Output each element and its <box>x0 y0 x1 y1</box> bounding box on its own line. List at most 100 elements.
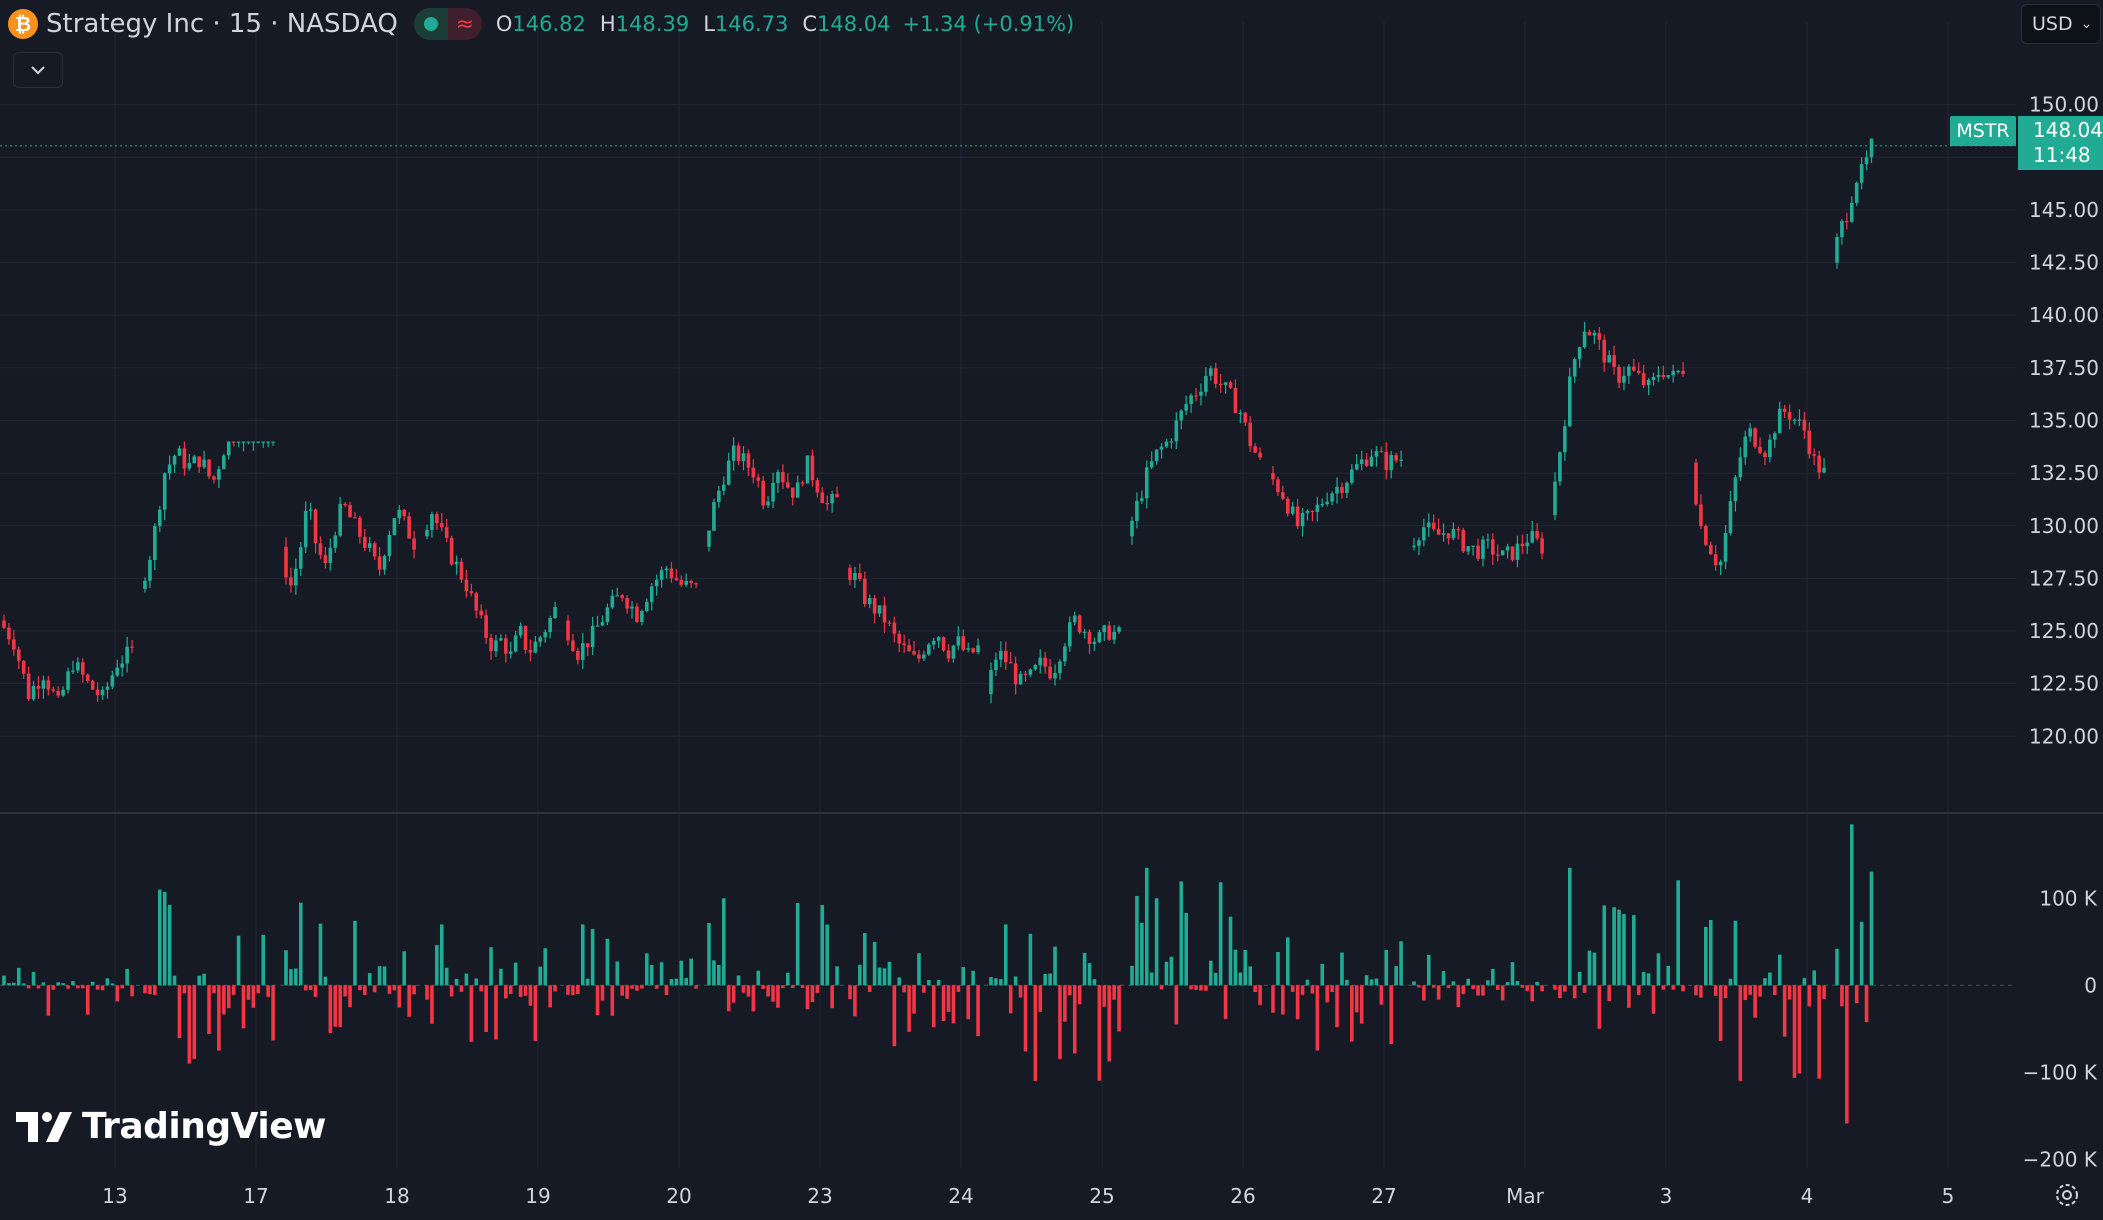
price-candle <box>231 441 236 447</box>
candle-body <box>1694 462 1698 505</box>
candle-body <box>377 556 382 570</box>
candle-body <box>1097 632 1102 642</box>
settings-gear-icon[interactable] <box>2052 1180 2082 1210</box>
candle-body <box>1656 375 1661 377</box>
volume-bar <box>1840 985 1844 1007</box>
time-tick-label: 4 <box>1801 1184 1814 1208</box>
price-candle <box>1340 482 1344 499</box>
price-candle <box>989 662 993 704</box>
volume-bar <box>1782 985 1787 1037</box>
time-axis[interactable]: 13 17 18 19 20 23 24 25 26 27 Mar 3 4 5 <box>102 1184 1954 1208</box>
volume-bar <box>605 938 610 986</box>
price-candle <box>1510 546 1515 562</box>
volume-bar <box>1748 985 1752 995</box>
candle-body <box>479 610 483 616</box>
collapse-legend-button[interactable] <box>13 52 63 88</box>
candle-body <box>303 510 308 548</box>
candle-body <box>1587 331 1592 336</box>
volume-bar <box>761 985 765 989</box>
bitcoin-logo-icon[interactable]: ₿ <box>8 9 38 39</box>
price-candle <box>1048 658 1052 681</box>
candle-body <box>1063 646 1067 662</box>
candle-body <box>1112 631 1116 640</box>
volume-bar <box>328 985 333 1034</box>
price-candle <box>358 515 362 544</box>
candle-body <box>1481 539 1485 559</box>
price-candle <box>167 455 172 480</box>
volume-bar <box>654 985 659 989</box>
candle-body <box>1446 533 1451 539</box>
candle-body <box>897 633 902 644</box>
candle-body <box>1169 441 1174 443</box>
candle-body <box>941 637 946 651</box>
volume-bar <box>741 985 746 993</box>
ticker-price-tag: MSTR <box>1950 116 2016 146</box>
price-candle <box>872 594 877 624</box>
close-value: 148.04 <box>817 12 891 36</box>
price-candle <box>689 579 693 588</box>
symbol-title[interactable]: Strategy Inc · 15 · NASDAQ <box>46 9 398 39</box>
candle-body <box>659 570 664 580</box>
candle-body <box>513 635 518 652</box>
volume-bar <box>1038 985 1043 1012</box>
candle-body <box>1612 355 1616 367</box>
candle-body <box>318 543 323 556</box>
wave-icon[interactable]: ≈ <box>447 8 482 40</box>
price-candle <box>1812 448 1817 466</box>
volume-bar <box>736 975 741 986</box>
volume-bar <box>430 985 434 1024</box>
candle-body <box>707 530 711 547</box>
candle-body <box>1520 543 1525 547</box>
price-candle <box>664 565 669 579</box>
market-status-pill[interactable]: ≈ <box>413 8 482 40</box>
price-candle <box>1802 411 1807 439</box>
volume-bar <box>1374 978 1379 986</box>
candle-body <box>328 547 333 564</box>
candle-body <box>645 601 649 612</box>
volume-axis[interactable]: 100 K 0 −100 K −200 K <box>2023 886 2098 1171</box>
volume-bar <box>1218 882 1223 986</box>
price-candle <box>172 454 177 473</box>
volume-bar <box>1558 985 1562 999</box>
volume-bar <box>303 985 308 991</box>
currency-selector[interactable]: USD ⌄ <box>2021 4 2101 44</box>
candle-body <box>571 640 575 651</box>
volume-bar <box>1053 946 1057 986</box>
volume-bar <box>1008 985 1013 1014</box>
candle-body <box>241 441 246 443</box>
price-candle <box>449 535 454 566</box>
candle-body <box>1364 459 1369 466</box>
price-candle <box>931 637 936 650</box>
candle-body <box>76 662 80 671</box>
candle-body <box>1379 451 1384 453</box>
price-axis[interactable]: 150.00147.50145.00142.50140.00137.50135.… <box>2029 93 2099 749</box>
candle-body <box>46 680 51 690</box>
volume-bar <box>887 961 892 986</box>
price-candle <box>1130 516 1134 545</box>
price-candle <box>236 441 241 447</box>
price-candle <box>1666 375 1671 379</box>
volume-bar <box>313 985 318 997</box>
market-open-dot-icon[interactable] <box>413 8 448 40</box>
candle-body <box>1144 467 1149 499</box>
volume-bar <box>936 980 941 986</box>
candle-body <box>927 644 931 655</box>
candle-body <box>1028 669 1033 675</box>
price-candle <box>1228 380 1233 390</box>
candle-body <box>533 641 538 653</box>
candle-body <box>95 689 100 696</box>
candle-body <box>1486 539 1490 541</box>
volume-bar <box>1617 909 1621 986</box>
candle-body <box>212 476 216 480</box>
volume-bar <box>1491 968 1495 986</box>
candle-body <box>397 509 402 519</box>
volume-bar <box>1179 881 1184 986</box>
price-candle <box>1350 464 1354 485</box>
candle-body <box>313 509 318 544</box>
volume-bar <box>781 985 785 988</box>
candle-body <box>887 622 892 624</box>
price-candle <box>640 609 644 626</box>
price-candle <box>36 676 41 699</box>
